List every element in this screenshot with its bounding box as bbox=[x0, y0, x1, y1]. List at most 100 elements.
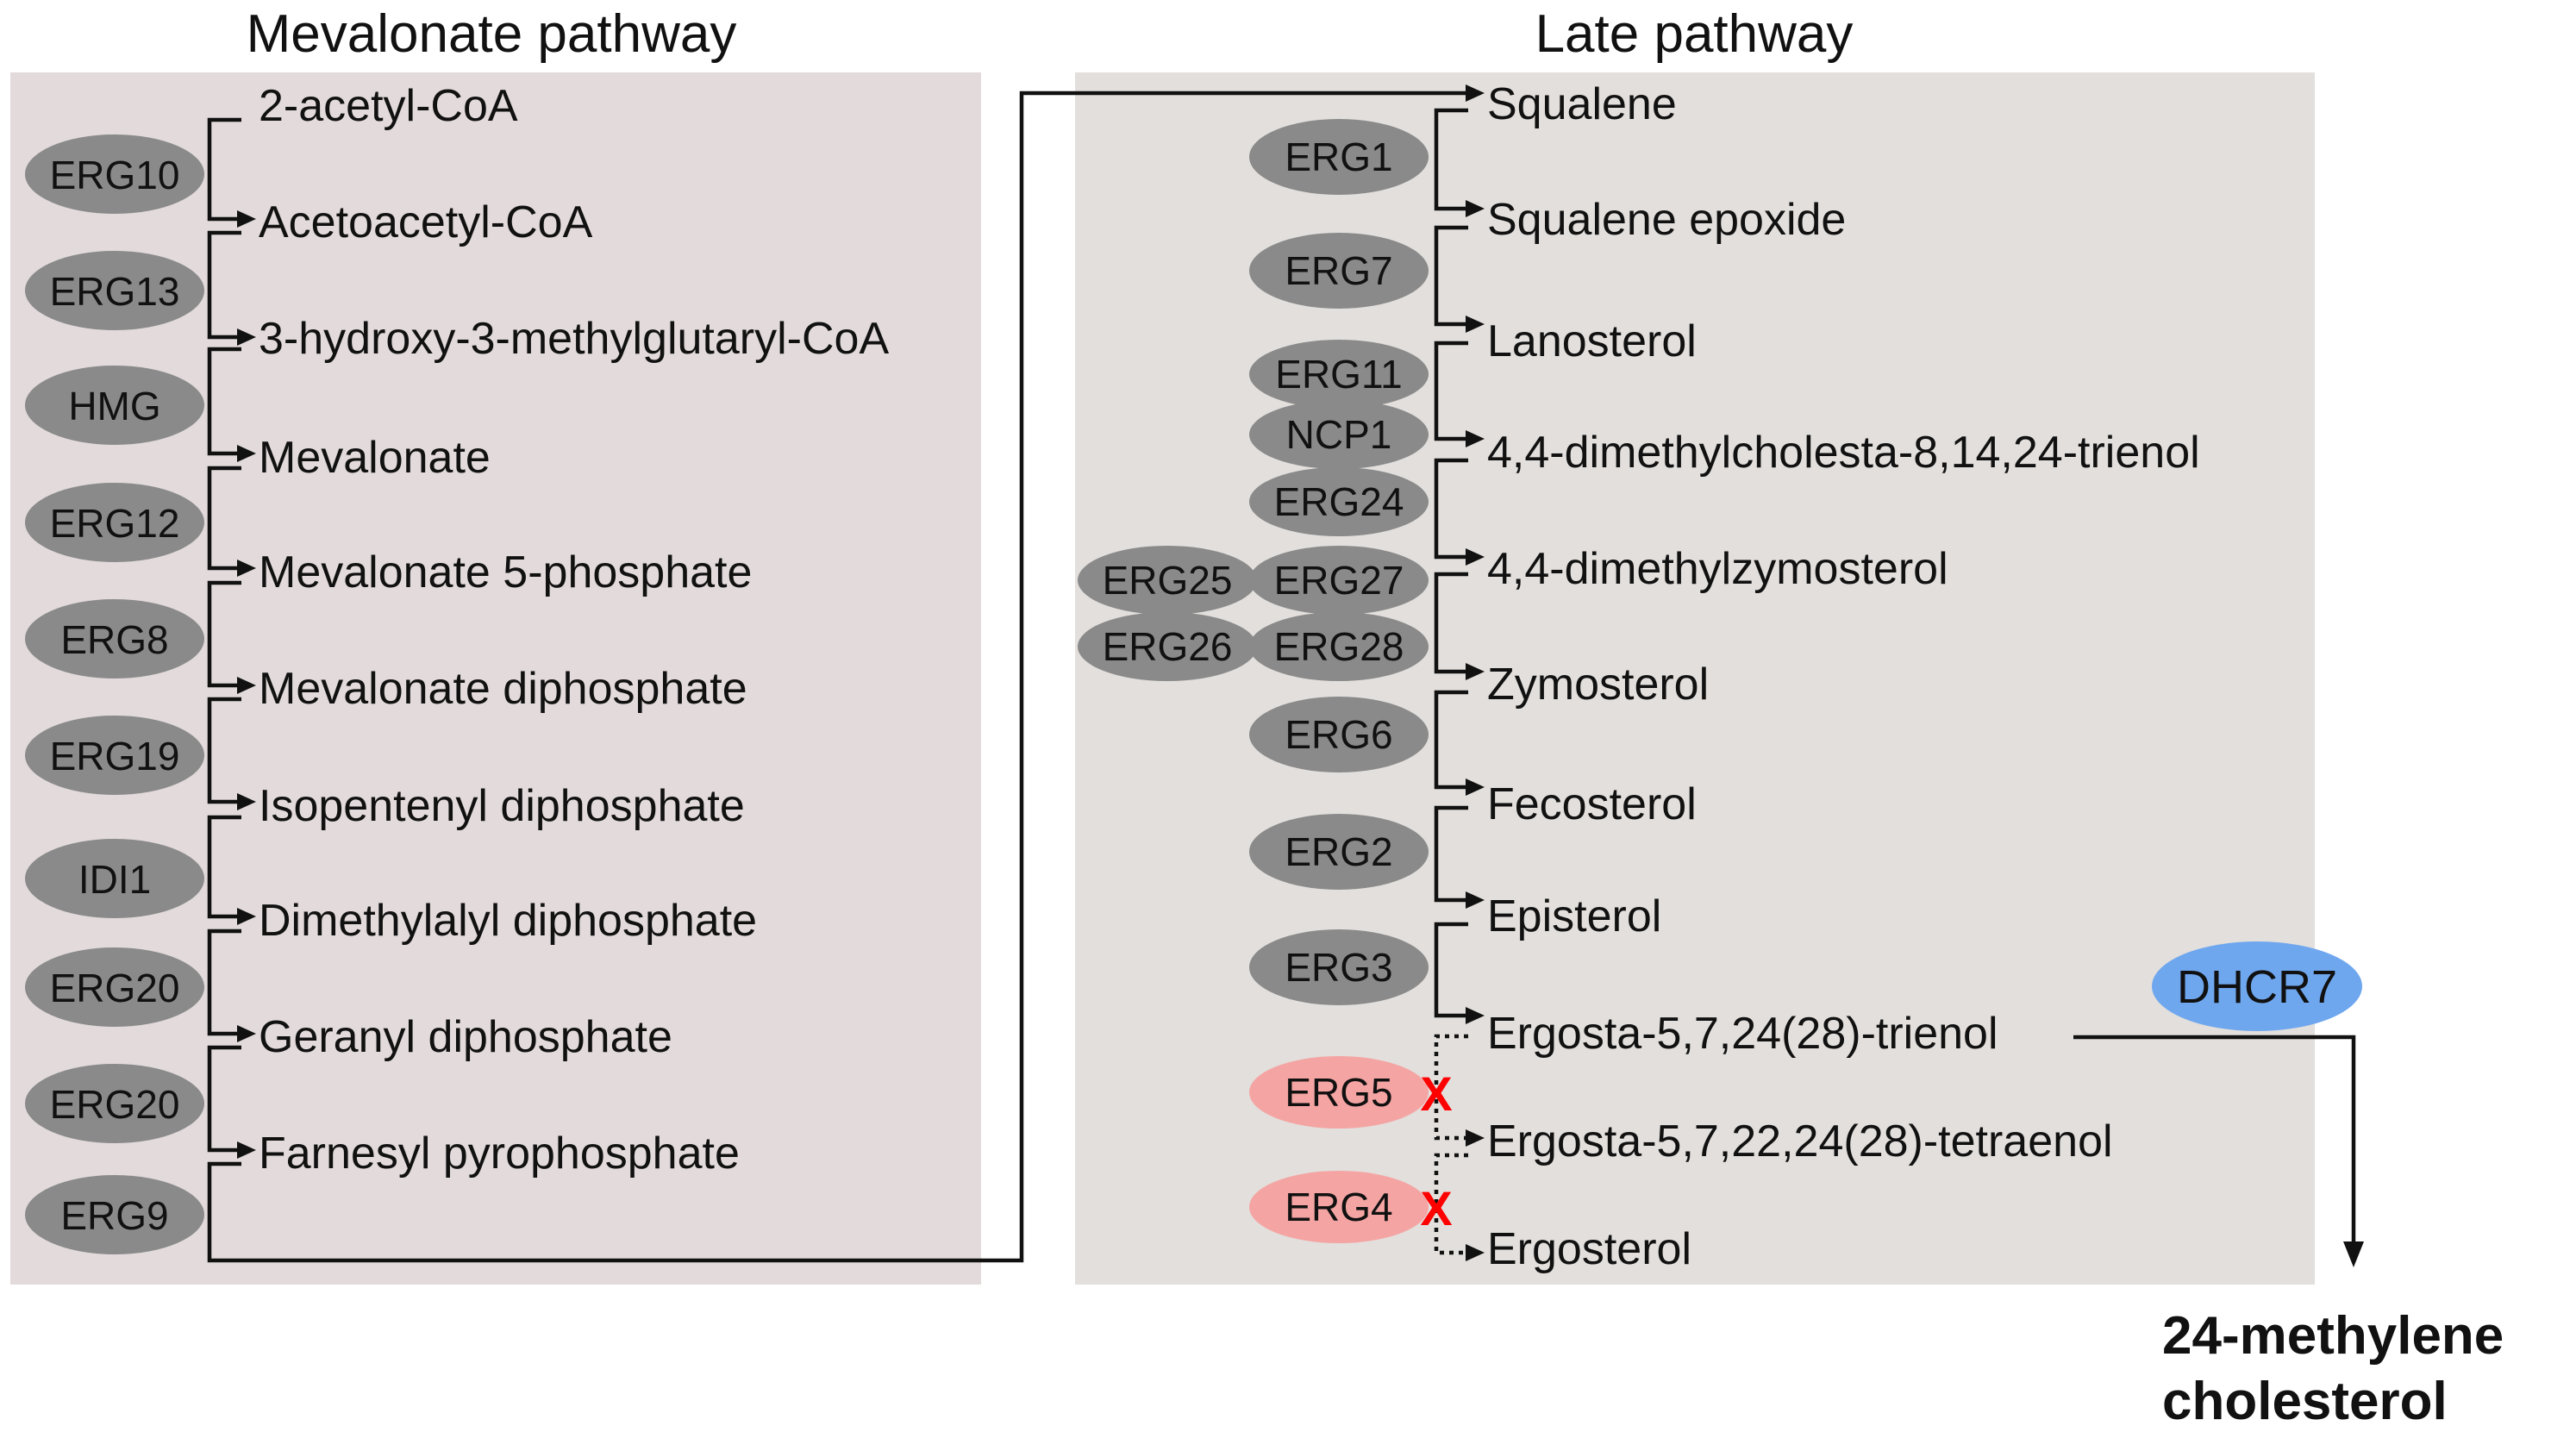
blocked-step-bracket bbox=[1434, 1153, 1468, 1255]
blocked-mark: X bbox=[1420, 1181, 1452, 1235]
arrowhead bbox=[237, 908, 256, 925]
svg-text:HMG: HMG bbox=[68, 384, 160, 428]
arrowhead bbox=[1466, 663, 1485, 680]
enzyme-hmg: HMG bbox=[25, 366, 204, 445]
step-bracket bbox=[207, 697, 241, 804]
step-bracket bbox=[1434, 341, 1468, 441]
enzyme-ncp1: NCP1 bbox=[1249, 400, 1429, 469]
step-bracket bbox=[207, 230, 241, 340]
enzyme-erg24: ERG24 bbox=[1249, 467, 1429, 536]
svg-text:ERG4: ERG4 bbox=[1285, 1185, 1392, 1229]
svg-text:ERG8: ERG8 bbox=[60, 617, 168, 662]
enzyme-erg12: ERG12 bbox=[25, 483, 204, 562]
arrowhead bbox=[1466, 430, 1485, 447]
arrowhead bbox=[1466, 200, 1485, 217]
metabolite-ergosterol: Ergosterol bbox=[1487, 1224, 1691, 1274]
arrowhead bbox=[1466, 891, 1485, 909]
step-bracket bbox=[207, 347, 241, 456]
metabolite-dimethylzymosterol: 4,4-dimethylzymosterol bbox=[1487, 544, 1948, 594]
step-bracket bbox=[207, 466, 241, 571]
step-bracket bbox=[207, 117, 241, 222]
svg-text:ERG7: ERG7 bbox=[1285, 248, 1392, 293]
metabolite-squalene-epoxide: Squalene epoxide bbox=[1487, 195, 1846, 245]
arrowhead bbox=[237, 793, 256, 810]
svg-text:ERG27: ERG27 bbox=[1274, 558, 1404, 603]
svg-text:DHCR7: DHCR7 bbox=[2177, 961, 2337, 1013]
metabolite-ergosta-tetraenol: Ergosta-5,7,22,24(28)-tetraenol bbox=[1487, 1116, 2113, 1166]
metabolite-lanosterol: Lanosterol bbox=[1487, 316, 1697, 366]
pathway-connector bbox=[207, 91, 1470, 1263]
step-bracket bbox=[1434, 108, 1468, 211]
metabolite-squalene: Squalene bbox=[1487, 79, 1677, 129]
svg-text:ERG26: ERG26 bbox=[1103, 624, 1233, 669]
svg-text:ERG24: ERG24 bbox=[1274, 479, 1404, 524]
enzyme-erg11: ERG11 bbox=[1249, 340, 1429, 409]
svg-text:ERG11: ERG11 bbox=[1275, 352, 1402, 397]
svg-text:ERG20: ERG20 bbox=[50, 966, 180, 1010]
arrowhead bbox=[237, 677, 256, 694]
enzyme-idi1: IDI1 bbox=[25, 839, 204, 918]
enzyme-erg8: ERG8 bbox=[25, 599, 204, 678]
step-bracket bbox=[1434, 922, 1468, 1018]
metabolite-geranyl-diphosphate: Geranyl diphosphate bbox=[259, 1012, 672, 1062]
step-bracket bbox=[207, 580, 241, 688]
enzyme-erg19: ERG19 bbox=[25, 716, 204, 795]
enzyme-erg20: ERG20 bbox=[25, 1064, 204, 1143]
late-pathway-title: Late pathway bbox=[1535, 4, 1854, 64]
enzyme-erg7: ERG7 bbox=[1249, 233, 1429, 309]
enzyme-erg20: ERG20 bbox=[25, 947, 204, 1027]
arrowhead bbox=[237, 445, 256, 462]
enzyme-dhcr7-added: DHCR7 bbox=[2152, 941, 2362, 1031]
enzyme-erg3: ERG3 bbox=[1249, 929, 1429, 1005]
metabolite-dimethylcholesta-trienol: 4,4-dimethylcholesta-8,14,24-trienol bbox=[1487, 428, 2200, 478]
arrowhead bbox=[237, 210, 256, 228]
arrowhead bbox=[1466, 1244, 1485, 1261]
step-bracket bbox=[207, 1045, 241, 1153]
enzyme-erg28: ERG28 bbox=[1249, 612, 1429, 681]
step-bracket bbox=[1434, 572, 1468, 674]
step-bracket bbox=[1434, 225, 1468, 327]
svg-text:ERG5: ERG5 bbox=[1285, 1070, 1392, 1115]
mevalonate-pathway-title: Mevalonate pathway bbox=[247, 4, 737, 64]
step-bracket bbox=[1434, 458, 1468, 560]
metabolite-acetoacetyl-coa: Acetoacetyl-CoA bbox=[259, 197, 593, 247]
step-bracket bbox=[1434, 805, 1468, 903]
enzyme-erg5-deleted: ERG5 bbox=[1249, 1056, 1429, 1129]
svg-text:ERG13: ERG13 bbox=[50, 269, 180, 314]
arrowhead bbox=[1466, 779, 1485, 796]
arrowhead bbox=[1466, 316, 1485, 333]
product-24-methylene-cholesterol-line1: 24-methylene bbox=[2162, 1306, 2504, 1366]
metabolite-hmg-coa: 3-hydroxy-3-methylglutaryl-CoA bbox=[259, 314, 889, 364]
metabolite-mevalonate-diphosphate: Mevalonate diphosphate bbox=[259, 664, 747, 714]
enzyme-erg25: ERG25 bbox=[1078, 546, 1257, 615]
enzyme-erg27: ERG27 bbox=[1249, 546, 1429, 615]
enzyme-erg26: ERG26 bbox=[1078, 612, 1257, 681]
svg-text:ERG3: ERG3 bbox=[1285, 945, 1392, 990]
metabolite-2-acetyl-coa: 2-acetyl-CoA bbox=[259, 81, 518, 131]
metabolite-fecosterol: Fecosterol bbox=[1487, 779, 1697, 829]
arrowhead bbox=[1466, 1007, 1485, 1024]
metabolite-mevalonate-5-phosphate: Mevalonate 5-phosphate bbox=[259, 547, 752, 597]
enzyme-erg9: ERG9 bbox=[25, 1175, 204, 1254]
svg-text:ERG28: ERG28 bbox=[1274, 624, 1404, 669]
metabolite-ergosta-trienol: Ergosta-5,7,24(28)-trienol bbox=[1487, 1009, 1998, 1059]
svg-text:IDI1: IDI1 bbox=[78, 857, 151, 902]
enzyme-erg4-deleted: ERG4 bbox=[1249, 1171, 1429, 1243]
svg-text:ERG19: ERG19 bbox=[50, 734, 180, 779]
arrowhead bbox=[237, 1141, 256, 1159]
step-bracket bbox=[1434, 690, 1468, 790]
svg-text:ERG6: ERG6 bbox=[1285, 712, 1392, 757]
branch-arrow bbox=[2073, 1035, 2356, 1246]
enzyme-erg6: ERG6 bbox=[1249, 697, 1429, 772]
svg-text:ERG9: ERG9 bbox=[60, 1193, 168, 1238]
enzyme-erg13: ERG13 bbox=[25, 251, 204, 330]
arrowhead bbox=[1466, 84, 1485, 102]
arrowhead bbox=[237, 1025, 256, 1042]
svg-text:NCP1: NCP1 bbox=[1286, 412, 1392, 457]
enzyme-erg1: ERG1 bbox=[1249, 119, 1429, 195]
svg-text:ERG25: ERG25 bbox=[1103, 558, 1233, 603]
metabolite-isopentenyl-diphosphate: Isopentenyl diphosphate bbox=[259, 781, 745, 831]
arrowhead bbox=[1466, 548, 1485, 566]
metabolite-zymosterol: Zymosterol bbox=[1487, 660, 1709, 710]
svg-text:ERG20: ERG20 bbox=[50, 1082, 180, 1127]
